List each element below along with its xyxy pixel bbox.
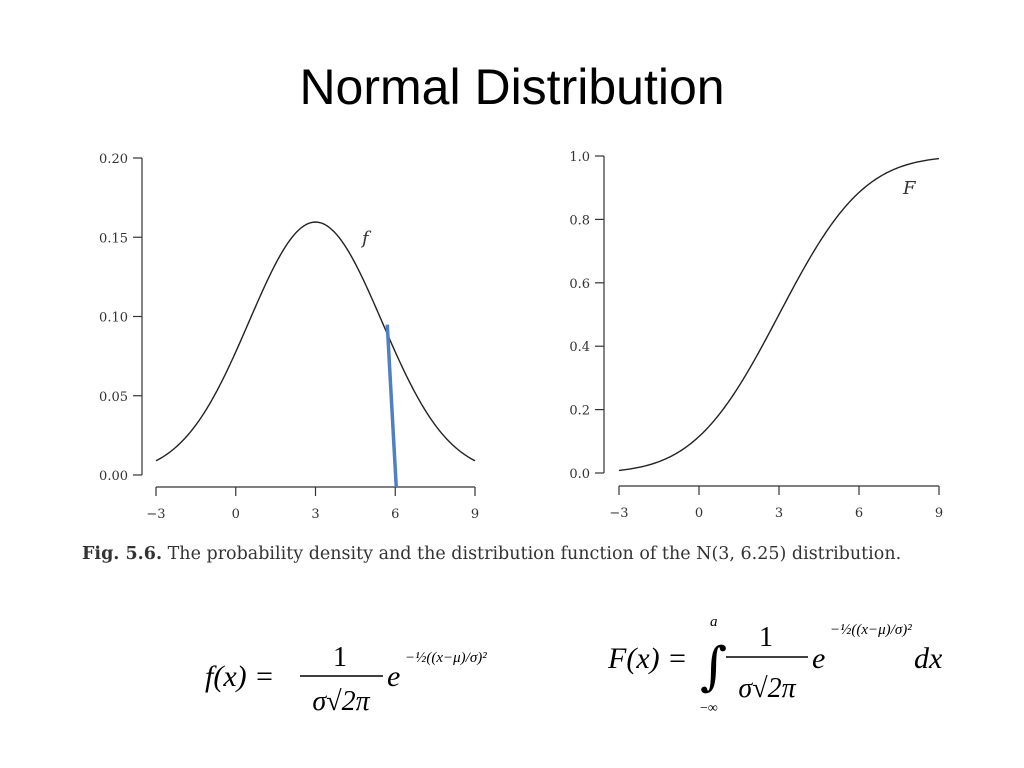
cdf-formula-differential: dx [914,642,943,675]
pdf-formula-base: e [387,660,400,693]
cdf-x-tick-label: 6 [855,506,863,521]
cdf-x-tick-label: 9 [935,506,943,521]
pdf-chart: 0.00 0.05 0.10 0.15 0.20 −3 0 3 6 9 f [99,152,479,522]
cdf-formula-lower-limit: −∞ [700,701,718,716]
charts-figure: 0.000.050.100.150.20 −3 0 3 6 9 f 0.00.20.40… [99,150,943,522]
cdf-formula-integral: ∫ [700,637,727,697]
figure-caption-text: The probability density and the distribu… [167,544,902,564]
pdf-formula-lhs: f(x) = [205,660,274,693]
cdf-formula-upper-limit: a [710,614,718,630]
figure-caption: Fig. 5.6. The probability density and th… [82,540,952,568]
pdf-x-tick-label: 3 [311,507,319,522]
cdf-y-tick-label: 0.8 [569,213,590,228]
pdf-x-tick-label: 9 [471,507,479,522]
cdf-chart: 0.0 0.2 0.4 0.6 0.8 1.0 −3 0 3 6 9 F [569,150,943,521]
pdf-formula: f(x) = 1 σ√2π e −½((x−μ)/σ)² [205,642,487,717]
pdf-curve-label: f [360,228,372,249]
pdf-y-tick-label: 0.00 [99,469,128,484]
slide-title: Normal Distribution [299,59,725,115]
cdf-x-tick-label: 3 [775,506,783,521]
cdf-formula-denominator: σ√2π [738,673,796,704]
pdf-x-ticks: −3 0 3 6 9 [146,487,479,522]
cdf-y-tick-label: 0.4 [569,340,590,355]
pdf-y-tick-label: 0.10 [99,311,128,326]
pdf-y-tick-label: 0.05 [99,390,128,405]
pdf-curve [155,221,476,462]
pdf-y-tick-label: 0.20 [99,152,128,167]
figure-label: Fig. 5.6. [82,544,163,564]
pdf-x-tick-label: 0 [232,507,240,522]
cdf-y-tick-label: 0.2 [569,404,590,419]
pdf-x-tick-label: 6 [391,507,399,522]
cdf-x-tick-label: 0 [695,506,703,521]
cdf-x-tick-label: −3 [609,506,628,521]
cdf-formula-base: e [812,642,825,675]
pdf-y-ticks: 0.00 0.05 0.10 0.15 0.20 [99,152,142,484]
pdf-y-tick-label: 0.15 [99,231,128,246]
cdf-y-ticks: 0.0 0.2 0.4 0.6 0.8 1.0 [569,150,604,482]
cdf-formula-numerator: 1 [759,622,773,653]
cdf-curve [618,157,940,472]
cdf-formula-lhs: F(x) = [608,642,687,675]
pdf-x-tick-label: −3 [146,507,165,522]
cdf-y-tick-label: 1.0 [569,150,590,165]
cdf-curve-label: F [902,178,917,199]
pdf-formula-denominator: σ√2π [312,686,370,717]
cdf-x-ticks: −3 0 3 6 9 [609,486,943,521]
cdf-y-tick-label: 0.6 [569,277,590,292]
cdf-formula-exponent: −½((x−μ)/σ)² [830,622,912,638]
pdf-formula-exponent: −½((x−μ)/σ)² [405,650,487,666]
pdf-formula-numerator: 1 [333,642,347,673]
cdf-y-tick-label: 0.0 [569,467,590,482]
cdf-formula: F(x) = ∫ a −∞ 1 σ√2π e −½((x−μ)/σ)² dx [608,614,943,716]
pdf-marker-line [385,324,398,488]
